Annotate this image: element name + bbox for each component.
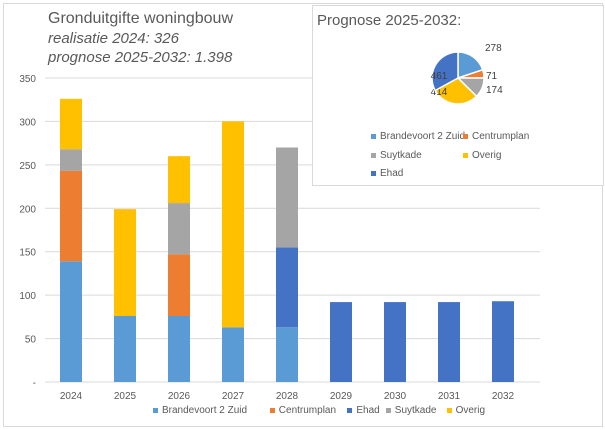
legend-item: Ehad <box>347 405 380 416</box>
pie-data-label: 414 <box>431 87 448 98</box>
y-tick-label: 100 <box>19 291 36 302</box>
pie-data-label: 174 <box>486 85 503 96</box>
bar-segment <box>276 327 298 382</box>
pie-title: Prognose 2025-2032: <box>317 12 462 29</box>
bar-segment <box>168 254 190 316</box>
legend-label: Overig <box>472 150 502 161</box>
legend-swatch <box>347 407 353 413</box>
pie-legend-item: Ehad <box>371 168 403 179</box>
bar-segment <box>222 121 244 328</box>
x-tick-label: 2029 <box>330 391 353 402</box>
legend-label: Suytkade <box>394 405 437 416</box>
pie-slice <box>434 77 478 105</box>
legend-label: Ehad <box>380 168 404 179</box>
bar-segment <box>276 147 298 248</box>
bar-segment <box>60 149 82 171</box>
x-tick-label: 2032 <box>492 391 515 402</box>
pie-chart-box: Prognose 2025-2032: 278 71 174 414 461 Brand… <box>312 5 604 186</box>
legend-swatch <box>371 133 376 139</box>
legend-swatch <box>463 133 468 139</box>
legend-label: Centrumplan <box>472 131 530 142</box>
pie-chart: 278 71 174 414 461 <box>431 43 503 105</box>
bar-segment <box>276 247 298 328</box>
pie-legend-item: Centrumplan <box>463 131 529 142</box>
legend-swatch <box>371 152 376 158</box>
chart-frame <box>3 3 603 427</box>
x-tick-label: 2028 <box>276 391 299 402</box>
legend-label: Brandevoort 2 Zuid <box>380 131 466 142</box>
x-tick-label: 2027 <box>222 391 245 402</box>
x-tick-label: 2030 <box>384 391 407 402</box>
pie-legend-item: Suytkade <box>371 150 422 161</box>
pie-data-label: 71 <box>486 71 498 82</box>
legend-label: Centrumplan <box>278 405 337 416</box>
y-tick-label: 300 <box>19 117 36 128</box>
legend-swatch <box>371 170 376 176</box>
bar-segment <box>438 302 460 382</box>
bar-segment <box>60 170 82 262</box>
bar-segment <box>384 302 406 382</box>
bar-segment <box>168 315 190 382</box>
bar-segment <box>114 209 136 316</box>
legend-item: Overig <box>446 405 486 416</box>
x-tick-label: 2026 <box>168 391 191 402</box>
pie-data-label: 278 <box>485 43 502 54</box>
legend-swatch <box>385 407 391 413</box>
y-tick-label: 50 <box>25 335 37 346</box>
legend-item: Brandevoort 2 Zuid <box>153 405 247 416</box>
bar-segment <box>114 315 136 382</box>
pie-legend-item: Brandevoort 2 Zuid <box>371 131 465 142</box>
legend-swatch <box>463 152 468 158</box>
chart-subtitle-realisatie: realisatie 2024: 326 <box>48 30 179 47</box>
legend-label: Brandevoort 2 Zuid <box>162 405 248 416</box>
bar-segment <box>222 327 244 382</box>
bar-segment <box>168 203 190 255</box>
x-tick-label: 2025 <box>114 391 137 402</box>
y-tick-label: 150 <box>19 248 36 259</box>
legend-item: Suytkade <box>385 405 437 416</box>
bar-segment <box>60 261 82 382</box>
bar-segment <box>168 156 190 204</box>
y-tick-label: 250 <box>19 161 36 172</box>
y-tick-label: 200 <box>19 204 36 215</box>
y-tick-label: 350 <box>19 74 36 85</box>
chart-title: Gronduitgifte woningbouw <box>48 10 234 27</box>
bar-segment <box>330 302 352 382</box>
bar-segment <box>492 301 514 382</box>
pie-legend-item: Overig <box>463 150 501 161</box>
chart-subtitle-prognose: prognose 2025-2032: 1.398 <box>48 49 233 66</box>
legend-label: Overig <box>455 405 486 416</box>
y-tick-label: - <box>33 378 36 389</box>
legend-swatch <box>269 407 275 413</box>
bar-segment <box>60 98 82 150</box>
pie-data-label: 461 <box>431 71 448 82</box>
legend-label: Ehad <box>356 405 380 416</box>
x-tick-label: 2031 <box>438 391 461 402</box>
legend-swatch <box>153 407 158 413</box>
x-tick-label: 2024 <box>60 391 83 402</box>
legend-swatch <box>446 407 452 413</box>
legend-label: Suytkade <box>380 150 422 161</box>
pie-slice <box>431 51 459 92</box>
legend-item: Centrumplan <box>269 405 337 416</box>
